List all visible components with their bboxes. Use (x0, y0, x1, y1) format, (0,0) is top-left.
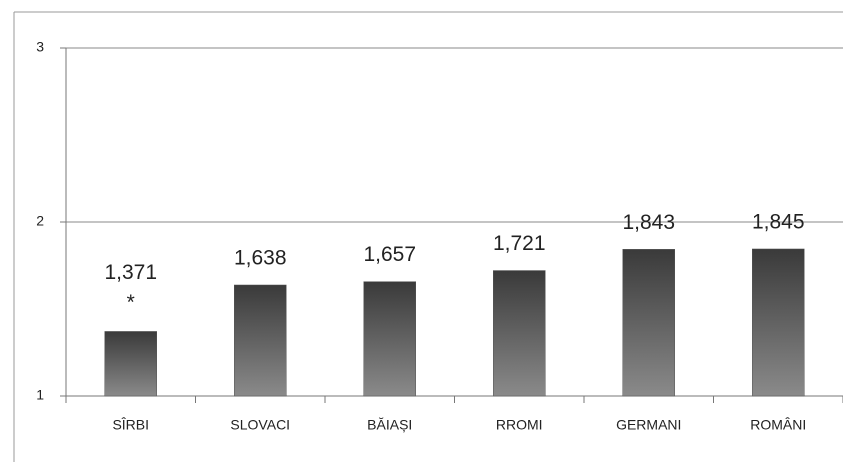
annotation: * (127, 291, 135, 314)
x-tick-label: SÎRBI (112, 417, 149, 433)
y-tick-label: 1 (36, 387, 44, 403)
x-tick-label: ROMÂNI (750, 417, 806, 433)
value-label: 1,721 (493, 232, 546, 255)
value-label: 1,371 (104, 261, 157, 284)
value-label: 1,845 (752, 211, 805, 234)
x-tick-label: SLOVACI (230, 417, 290, 433)
x-tick-label: RROMI (496, 417, 543, 433)
y-tick-label: 3 (36, 39, 44, 55)
bar (493, 270, 546, 397)
value-label: 1,657 (363, 243, 416, 266)
x-tick-label: GERMANI (616, 417, 681, 433)
value-label: 1,843 (622, 211, 675, 234)
bar (752, 248, 805, 397)
bar (104, 331, 157, 397)
x-tick-label: BĂIAȘI (367, 417, 412, 433)
bar (234, 284, 287, 397)
y-tick-label: 2 (36, 213, 44, 229)
bar (363, 281, 416, 397)
value-label: 1,638 (234, 247, 287, 270)
bar (622, 249, 675, 397)
